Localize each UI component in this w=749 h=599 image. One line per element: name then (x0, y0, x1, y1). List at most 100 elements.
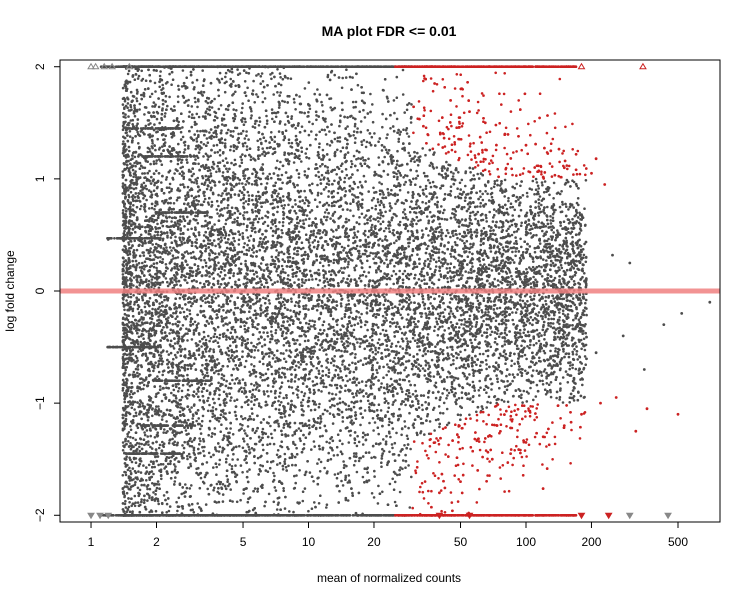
data-point (401, 281, 405, 285)
data-point (132, 294, 135, 297)
data-point (245, 228, 248, 232)
data-point (229, 308, 233, 312)
data-point (366, 399, 370, 403)
data-point (327, 371, 331, 375)
data-point (321, 434, 324, 438)
data-point (449, 185, 453, 188)
data-point (460, 254, 464, 258)
data-point (157, 370, 161, 374)
data-point (386, 363, 389, 366)
data-point (333, 179, 336, 183)
data-point (545, 445, 548, 448)
data-point (187, 418, 190, 422)
data-point (456, 500, 460, 503)
data-point (517, 198, 520, 201)
data-point (242, 222, 245, 226)
data-point (356, 322, 360, 325)
data-point (361, 198, 364, 201)
data-point (431, 89, 435, 93)
data-point (366, 296, 369, 299)
data-point (375, 414, 379, 418)
data-point (406, 229, 410, 233)
data-point (367, 245, 371, 249)
data-point (466, 202, 470, 206)
data-point (152, 491, 155, 494)
data-point (155, 159, 158, 162)
data-point (173, 172, 176, 175)
data-point (135, 99, 139, 103)
data-point (420, 481, 424, 485)
data-point (571, 217, 574, 221)
data-point (386, 246, 390, 250)
data-point (351, 76, 354, 79)
data-point (277, 340, 280, 343)
data-point (210, 200, 214, 204)
data-point (541, 229, 544, 233)
data-point (233, 328, 237, 332)
data-point (236, 68, 239, 71)
data-point (201, 69, 204, 72)
data-point (191, 113, 194, 116)
data-point (500, 103, 503, 106)
data-point (196, 502, 199, 505)
data-point (316, 462, 319, 465)
data-point (552, 197, 555, 200)
data-point (478, 394, 481, 397)
data-point (346, 208, 349, 211)
data-point (223, 138, 227, 142)
data-point (513, 362, 516, 366)
data-point (454, 229, 458, 233)
data-point (129, 469, 132, 473)
data-point (311, 182, 314, 186)
data-point (427, 489, 430, 493)
data-point (447, 127, 450, 131)
data-point (151, 307, 154, 311)
data-point (225, 218, 228, 222)
data-point (444, 234, 448, 238)
data-point (468, 317, 471, 321)
data-point (380, 465, 383, 469)
data-point (353, 233, 357, 237)
data-point (231, 378, 234, 382)
data-point (342, 249, 345, 252)
data-point (445, 218, 449, 221)
data-point (504, 356, 507, 359)
data-point (503, 261, 507, 265)
data-point (212, 350, 216, 354)
data-point (408, 236, 412, 239)
data-point (138, 108, 141, 111)
data-point (568, 275, 572, 279)
data-point (246, 500, 250, 504)
data-point (394, 272, 398, 276)
data-point (160, 181, 163, 184)
data-point (511, 379, 514, 383)
data-point (418, 369, 422, 373)
data-point (294, 126, 298, 130)
data-point (551, 216, 555, 220)
data-point (360, 312, 363, 316)
data-point (448, 266, 452, 270)
data-point (159, 255, 162, 259)
data-point (191, 81, 194, 84)
data-point (367, 271, 371, 274)
data-point (242, 282, 245, 286)
data-point (325, 506, 328, 509)
data-point (363, 347, 367, 351)
data-point (257, 157, 260, 160)
data-point (199, 476, 203, 480)
data-point (366, 129, 370, 132)
data-point (377, 432, 381, 436)
data-point (213, 432, 217, 436)
data-point (240, 161, 244, 164)
data-point (477, 109, 480, 112)
data-point (487, 413, 491, 417)
data-point (401, 272, 405, 276)
data-point (460, 178, 464, 182)
data-point (227, 128, 230, 132)
data-point (328, 383, 332, 387)
data-point (153, 253, 156, 257)
data-point (145, 198, 148, 202)
data-point (205, 371, 209, 375)
data-point (430, 241, 434, 244)
